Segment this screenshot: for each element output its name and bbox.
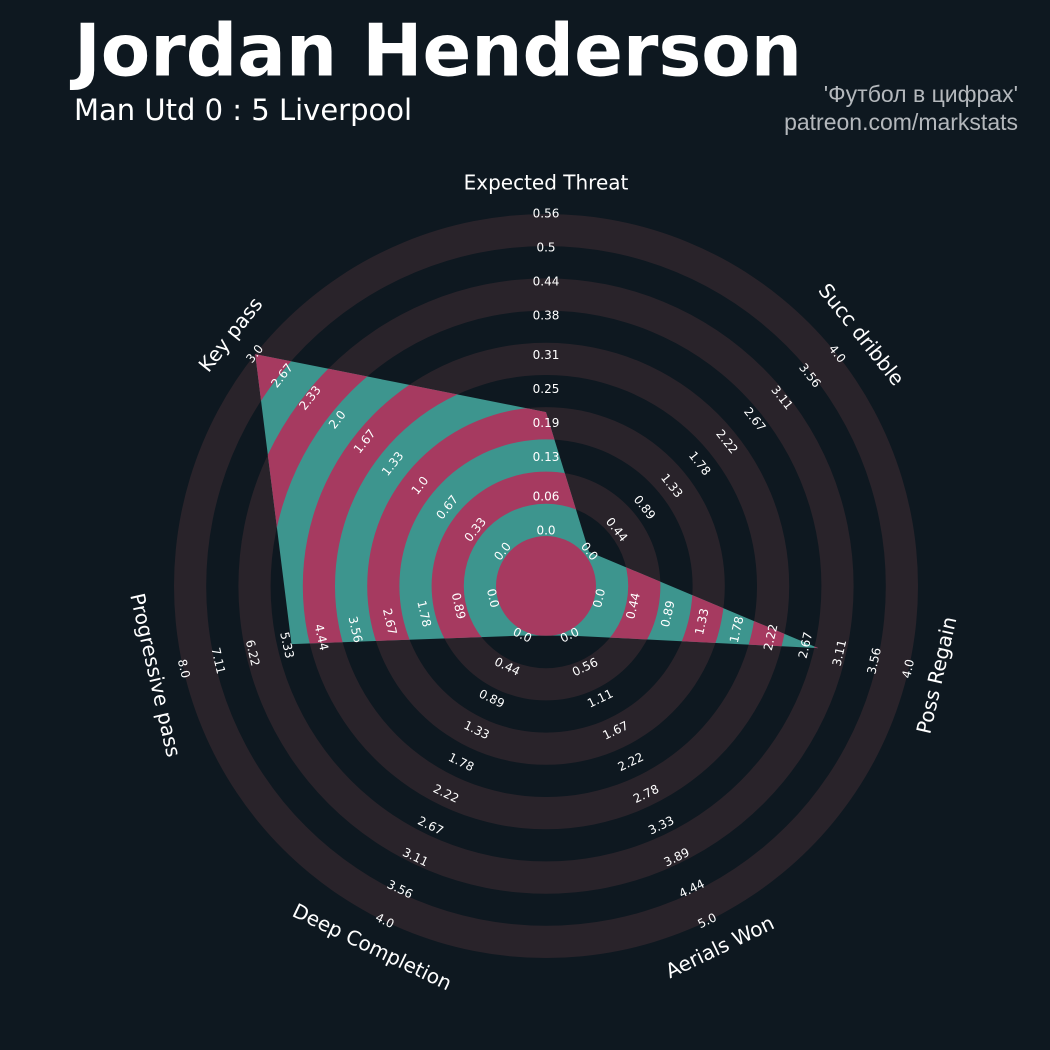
tick-label: 0.44: [533, 274, 560, 288]
tick-label: 0.89: [658, 599, 678, 628]
tick-label: 0.25: [533, 382, 560, 396]
tick-label: 0.5: [536, 240, 555, 254]
credit: 'Футбол в цифрах': [824, 81, 1018, 107]
chart-title: Jordan Henderson: [69, 9, 802, 93]
tick-label: 0.19: [533, 416, 560, 430]
tick-label: 7.11: [208, 646, 228, 675]
tick-label: 1.78: [727, 615, 747, 644]
tick-label: 0.38: [533, 308, 560, 322]
tick-label: 2.67: [796, 631, 816, 660]
axis-label: Expected Threat: [464, 171, 629, 195]
tick-label: 5.33: [277, 631, 297, 660]
tick-label: 0.89: [449, 591, 469, 620]
tick-label: 1.33: [692, 607, 712, 636]
tick-label: 0.0: [536, 524, 555, 538]
chart-subtitle: Man Utd 0 : 5 Liverpool: [74, 93, 412, 127]
tick-label: 4.44: [312, 623, 332, 652]
credit: patreon.com/markstats: [784, 109, 1018, 135]
tick-label: 0.06: [533, 490, 560, 504]
tick-label: 0.0: [484, 587, 502, 609]
tick-label: 0.56: [533, 207, 560, 221]
tick-label: 0.13: [533, 450, 560, 464]
tick-label: 0.0: [590, 587, 608, 609]
tick-label: 3.56: [864, 646, 884, 675]
tick-label: 3.11: [830, 638, 850, 667]
tick-label: 0.44: [623, 591, 643, 620]
tick-label: 4.0: [899, 658, 917, 680]
tick-label: 2.22: [761, 623, 781, 652]
tick-label: 1.78: [414, 599, 434, 628]
tick-label: 2.67: [380, 607, 400, 636]
tick-label: 3.56: [346, 615, 366, 644]
tick-label: 0.31: [533, 348, 560, 362]
tick-label: 8.0: [175, 658, 193, 680]
tick-label: 6.22: [243, 638, 263, 667]
radar-area-band: [255, 354, 819, 649]
